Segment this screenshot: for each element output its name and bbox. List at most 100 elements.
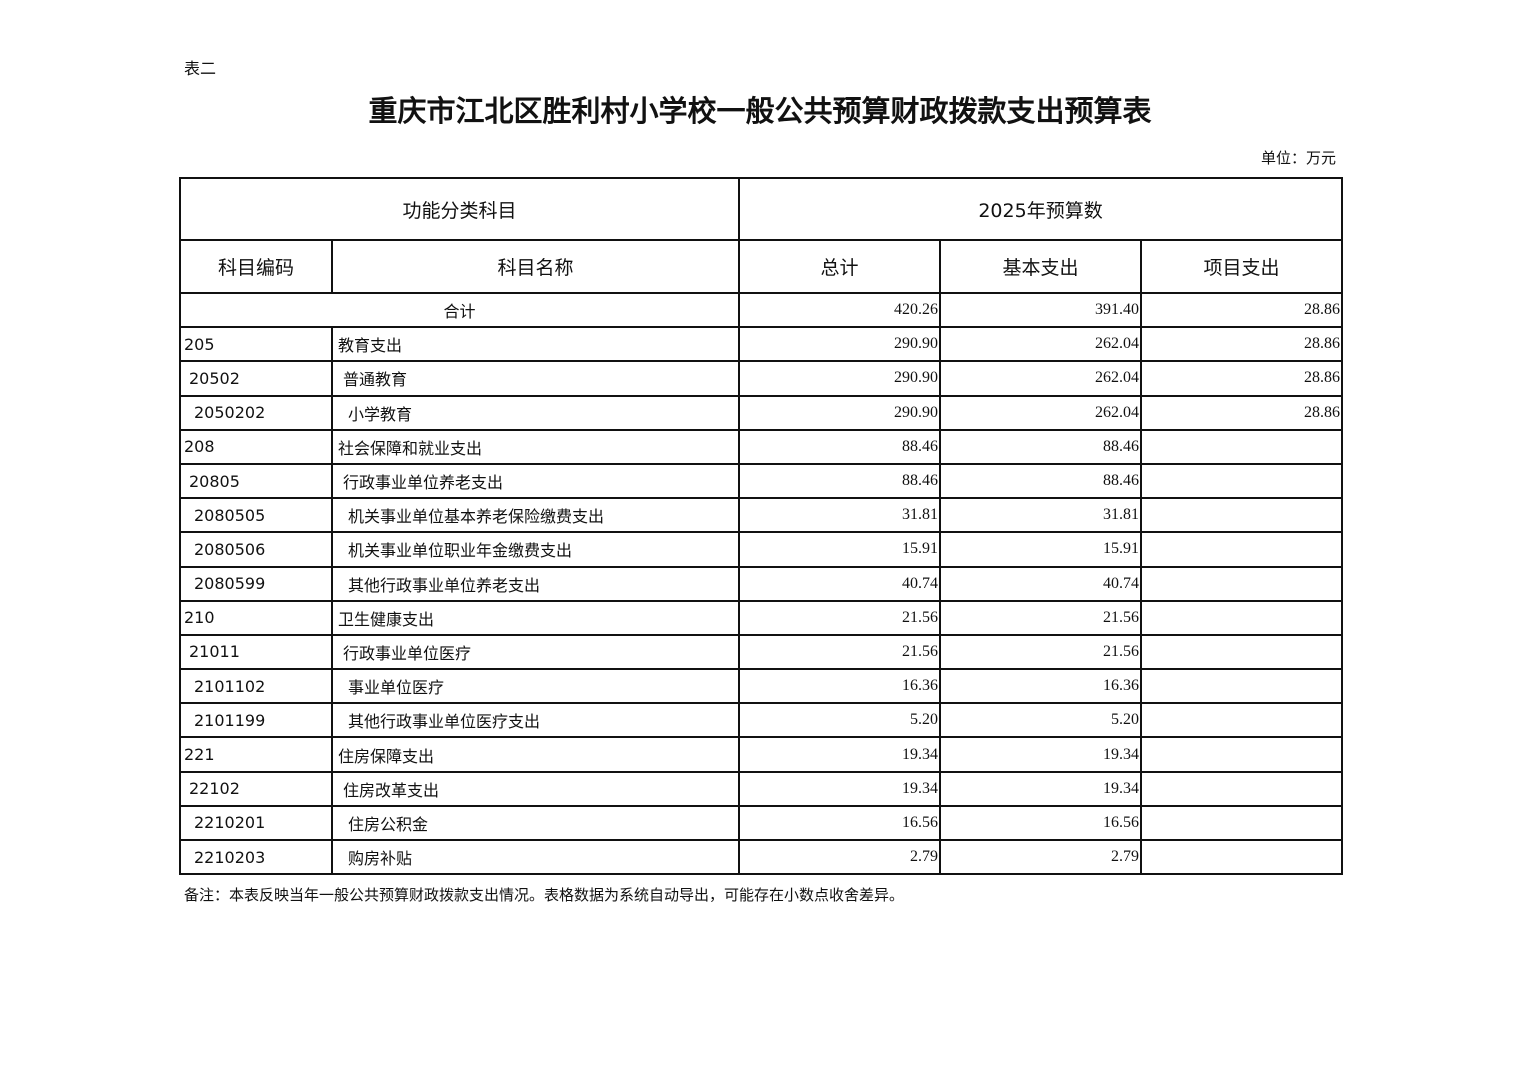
row-basic: 16.36 [939,668,1143,705]
row-basic: 21.56 [939,599,1143,636]
total-total: 420.26 [738,291,942,329]
row-total: 5.20 [738,702,942,739]
row-code: 2080505 [179,497,333,534]
table-row: 20805 行政事业单位养老支出 88.46 88.46 [179,462,1344,500]
row-total: 290.90 [738,360,942,397]
row-basic: 19.34 [939,736,1143,773]
row-project [1140,668,1344,705]
table-row: 2101102 事业单位医疗 16.36 16.36 [179,668,1344,705]
row-basic: 15.91 [939,531,1143,568]
row-code: 20502 [179,360,333,397]
row-basic: 21.56 [939,633,1143,671]
row-project [1140,736,1344,773]
table-number-label: 表二 [184,59,217,78]
table-row: 2080506 机关事业单位职业年金缴费支出 15.91 15.91 [179,531,1344,568]
row-name: 社会保障和就业支出 [330,428,741,465]
row-name: 其他行政事业单位医疗支出 [330,702,741,739]
table-row: 21011 行政事业单位医疗 21.56 21.56 [179,633,1344,671]
total-label: 合计 [178,291,741,329]
row-project [1140,565,1344,602]
row-name: 行政事业单位养老支出 [330,462,741,500]
table-row: 2101199 其他行政事业单位医疗支出 5.20 5.20 [179,702,1344,739]
row-code: 221 [179,736,333,773]
row-code: 21011 [179,633,333,671]
footnote: 备注：本表反映当年一般公共预算财政拨款支出情况。表格数据为系统自动导出，可能存在… [184,886,905,904]
row-code: 2080506 [179,531,333,568]
row-name: 机关事业单位基本养老保险缴费支出 [330,497,741,534]
row-code: 210 [179,599,333,636]
row-basic: 2.79 [939,838,1143,876]
row-basic: 88.46 [939,462,1143,500]
row-total: 16.56 [738,804,942,842]
row-project: 28.86 [1140,394,1344,431]
row-code: 2101199 [179,702,333,739]
row-name: 其他行政事业单位养老支出 [330,565,741,602]
row-project [1140,531,1344,568]
row-project [1140,838,1344,876]
header-name: 科目名称 [330,239,741,294]
row-total: 19.34 [738,770,942,807]
row-code: 208 [179,428,333,465]
row-name: 住房改革支出 [330,770,741,807]
row-total: 290.90 [738,394,942,431]
total-row: 合计 420.26 391.40 28.86 [178,291,1344,329]
row-project [1140,633,1344,671]
row-name: 普通教育 [330,360,741,397]
row-name: 住房保障支出 [330,736,741,773]
row-total: 88.46 [738,462,942,500]
row-basic: 40.74 [939,565,1143,602]
row-total: 21.56 [738,599,942,636]
row-name: 事业单位医疗 [330,668,741,705]
row-code: 2101102 [179,668,333,705]
row-code: 2080599 [179,565,333,602]
table-row: 208 社会保障和就业支出 88.46 88.46 [179,428,1344,465]
row-project [1140,497,1344,534]
table-row: 2050202 小学教育 290.90 262.04 28.86 [179,394,1344,431]
total-project: 28.86 [1140,291,1344,329]
table-row: 2210201 住房公积金 16.56 16.56 [179,804,1344,842]
row-total: 15.91 [738,531,942,568]
row-name: 住房公积金 [330,804,741,842]
row-code: 2210201 [179,804,333,842]
row-name: 机关事业单位职业年金缴费支出 [330,531,741,568]
row-basic: 5.20 [939,702,1143,739]
table-row: 210 卫生健康支出 21.56 21.56 [179,599,1344,636]
row-basic: 19.34 [939,770,1143,807]
row-basic: 262.04 [939,326,1143,363]
row-project: 28.86 [1140,326,1344,363]
row-basic: 31.81 [939,497,1143,534]
row-name: 行政事业单位医疗 [330,633,741,671]
page-title: 重庆市江北区胜利村小学校一般公共预算财政拨款支出预算表 [368,94,1152,128]
row-total: 88.46 [738,428,942,465]
row-total: 21.56 [738,633,942,671]
row-total: 16.36 [738,668,942,705]
table-row: 20502 普通教育 290.90 262.04 28.86 [179,360,1344,397]
unit-label: 单位：万元 [1260,149,1336,167]
group-header-budget: 2025年预算数 [738,177,1344,241]
table-row: 221 住房保障支出 19.34 19.34 [179,736,1344,773]
row-code: 20805 [179,462,333,500]
row-name: 卫生健康支出 [330,599,741,636]
table-row: 22102 住房改革支出 19.34 19.34 [179,770,1344,807]
row-total: 40.74 [738,565,942,602]
row-name: 购房补贴 [330,838,741,876]
table-row: 2210203 购房补贴 2.79 2.79 [179,838,1344,876]
row-code: 2210203 [179,838,333,876]
row-project [1140,462,1344,500]
row-basic: 88.46 [939,428,1143,465]
row-code: 22102 [179,770,333,807]
row-basic: 16.56 [939,804,1143,842]
group-header-function: 功能分类科目 [178,177,741,241]
table-row: 2080599 其他行政事业单位养老支出 40.74 40.74 [179,565,1344,602]
row-total: 290.90 [738,326,942,363]
row-basic: 262.04 [939,394,1143,431]
header-total: 总计 [738,239,942,294]
total-basic: 391.40 [939,291,1143,329]
header-code: 科目编码 [179,239,333,294]
row-code: 205 [179,326,333,363]
row-basic: 262.04 [939,360,1143,397]
row-project [1140,804,1344,842]
row-total: 19.34 [738,736,942,773]
row-code: 2050202 [179,394,333,431]
row-project [1140,428,1344,465]
